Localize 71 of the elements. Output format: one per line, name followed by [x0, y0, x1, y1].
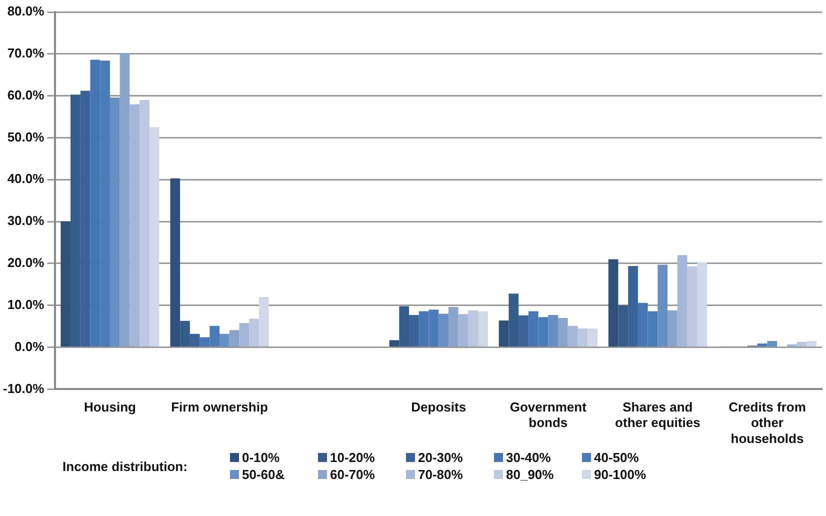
bar: [399, 306, 410, 347]
bar: [628, 266, 638, 347]
legend-label: 60-70%: [330, 467, 375, 482]
bar: [149, 127, 160, 347]
legend-label: 40-50%: [594, 450, 639, 465]
bar: [60, 222, 71, 347]
y-tick-label: 70.0%: [7, 45, 45, 60]
bar: [389, 340, 400, 347]
bar: [409, 315, 419, 347]
x-tick-label: Deposits: [411, 400, 466, 415]
y-tick-label: -10.0%: [2, 380, 45, 396]
bar: [70, 94, 80, 347]
bar: [558, 318, 568, 347]
bar: [110, 98, 120, 347]
bar: [120, 53, 130, 347]
bar: [80, 90, 90, 347]
bar: [518, 315, 528, 347]
bar: [767, 341, 778, 347]
bar: [438, 314, 448, 347]
y-tick-label: 30.0%: [7, 213, 45, 228]
bar: [548, 315, 558, 347]
bar: [220, 334, 230, 347]
legend-label: 50-60&: [242, 467, 285, 482]
bar: [687, 266, 698, 347]
bar: [677, 255, 688, 347]
bar: [498, 320, 509, 347]
bar: [229, 330, 240, 347]
bar: [130, 104, 140, 347]
y-tick-label: 20.0%: [7, 255, 45, 270]
bar: [468, 310, 478, 347]
bar: [458, 314, 468, 347]
bar: [618, 305, 628, 347]
bar: [448, 307, 458, 347]
y-tick-label: 0.0%: [14, 338, 45, 354]
bar: [508, 294, 519, 347]
bar: [170, 178, 180, 347]
bar: [249, 318, 259, 347]
x-tick-label: Government bonds: [510, 400, 588, 430]
y-tick-label: 80.0%: [7, 4, 45, 19]
bar: [190, 334, 200, 347]
bar: [180, 320, 190, 347]
bar: [568, 326, 578, 347]
bar: [806, 341, 817, 347]
bar: [608, 259, 618, 347]
bar: [658, 264, 668, 347]
y-tick-label: 40.0%: [7, 171, 45, 186]
y-tick-label: 10.0%: [7, 296, 45, 312]
y-tick-label: 50.0%: [7, 129, 45, 144]
x-tick-label: Firm ownership: [171, 400, 268, 415]
x-tick-label: Credits from other households: [728, 400, 806, 446]
x-tick-label: Shares and other equities: [615, 400, 700, 430]
bar: [697, 262, 707, 347]
bar: [668, 310, 678, 347]
x-tick-label: Housing: [84, 400, 136, 415]
bar: [478, 311, 488, 347]
legend-title: Income distribution:: [62, 458, 188, 474]
legend-label: 20-30%: [418, 450, 463, 465]
legend-label: 70-80%: [418, 467, 463, 482]
bar: [786, 344, 797, 347]
legend-label: 30-40%: [506, 450, 551, 465]
legend-label: 80_90%: [506, 467, 554, 482]
bar: [239, 322, 250, 347]
bar: [578, 328, 588, 347]
legend-label: 0-10%: [242, 450, 280, 465]
legend-label: 90-100%: [594, 467, 646, 482]
bar: [588, 328, 598, 347]
y-tick-label: 60.0%: [7, 87, 45, 102]
legend-label: 10-20%: [330, 450, 375, 465]
bar: [796, 342, 807, 347]
bar: [258, 296, 269, 347]
bar: [140, 100, 150, 347]
